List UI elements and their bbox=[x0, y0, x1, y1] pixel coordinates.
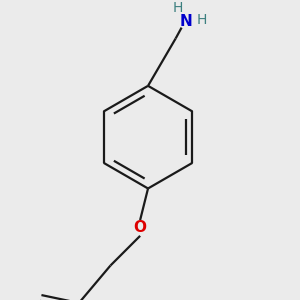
Text: N: N bbox=[179, 14, 192, 29]
Text: H: H bbox=[172, 1, 183, 15]
Text: O: O bbox=[134, 220, 147, 236]
Text: H: H bbox=[196, 13, 206, 27]
